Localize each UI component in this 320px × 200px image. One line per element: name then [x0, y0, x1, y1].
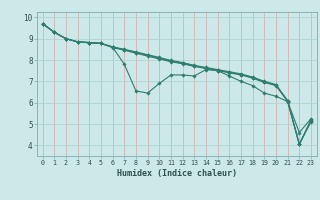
X-axis label: Humidex (Indice chaleur): Humidex (Indice chaleur) [117, 169, 237, 178]
